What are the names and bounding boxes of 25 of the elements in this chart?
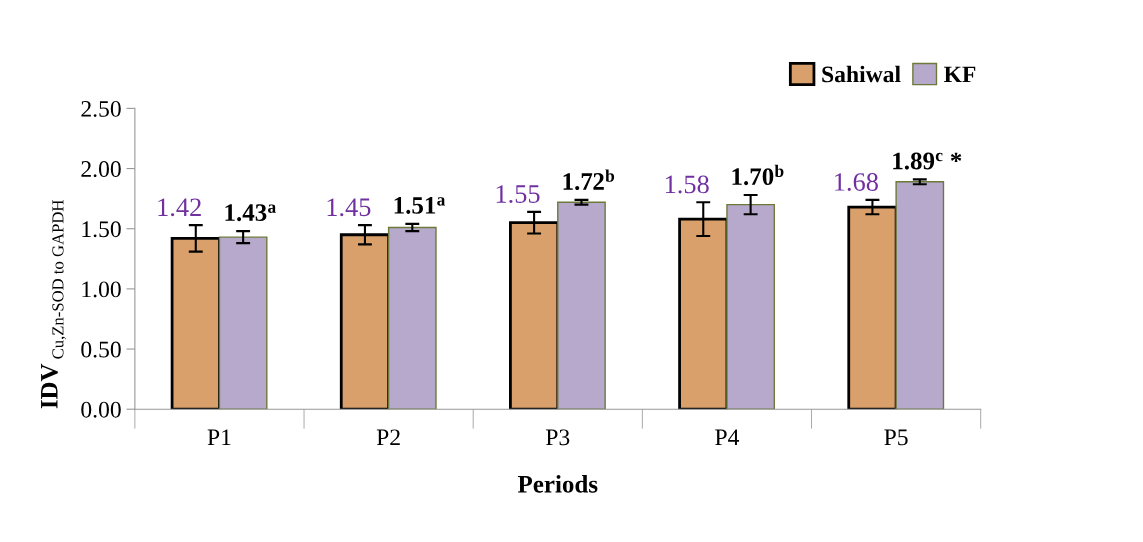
data-label: 1.55 <box>496 185 540 204</box>
x-tick-label: P5 <box>884 429 908 446</box>
y-axis-title: IDV Cu,Zn-SOD to GAPDH <box>41 200 66 409</box>
data-label: 1.58 <box>665 175 709 194</box>
x-tick-label: P4 <box>715 429 740 446</box>
legend-label: Sahiwal <box>822 65 901 83</box>
y-tick-label: 0.00 <box>81 401 121 418</box>
x-tick-label: P3 <box>545 429 570 446</box>
data-label: 1.70$^{b}$ <box>732 164 784 186</box>
legend-label: KF <box>943 66 976 83</box>
x-tick-label: P1 <box>207 429 231 446</box>
x-tick-label: P2 <box>376 429 400 446</box>
y-tick-label: 1.50 <box>82 221 121 238</box>
data-label: 1.89$^{c}$ * <box>893 152 962 170</box>
data-label: 1.51$^{a}$ <box>394 197 446 214</box>
data-label: 1.72$^{b}$ <box>563 169 615 190</box>
data-label: 1.45 <box>327 198 371 217</box>
y-tick-label: 2.00 <box>81 161 121 178</box>
y-tick-label: 1.00 <box>82 281 121 298</box>
x-axis-title: Periods <box>517 475 598 493</box>
data-label: 1.43$^{a}$ <box>225 204 276 222</box>
y-tick-label: 0.50 <box>81 341 121 358</box>
data-label: 1.68 <box>835 173 878 191</box>
y-tick-label: 2.50 <box>81 100 121 117</box>
data-label: 1.42 <box>158 198 201 217</box>
